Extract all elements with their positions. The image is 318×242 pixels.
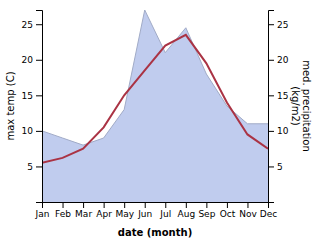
y2-tick-mark — [268, 95, 274, 96]
x-tick-mark — [227, 202, 228, 208]
marks — [42, 10, 268, 202]
x-tick: Jan — [35, 202, 50, 219]
x-tick: Mar — [75, 202, 92, 219]
y-tick: 5 — [27, 162, 42, 172]
y-tick: 10 — [22, 126, 42, 136]
y-tick: 20 — [22, 55, 42, 65]
x-tick-mark — [83, 202, 84, 208]
y2-tick-label: 5 — [277, 162, 283, 172]
y-axis-line — [36, 11, 43, 203]
x-tick-label: Jun — [137, 209, 152, 219]
x-tick: Jun — [137, 202, 152, 219]
x-tick: Sep — [198, 202, 215, 219]
x-tick-label: Jan — [35, 209, 50, 219]
y-tick: 25 — [22, 20, 42, 30]
x-tick: Dec — [260, 202, 277, 219]
y2-tick-label: 25 — [277, 20, 288, 30]
x-tick-label: Nov — [239, 209, 257, 219]
line — [42, 35, 268, 163]
x-tick: Jul — [159, 202, 171, 219]
y2-tick: 15 — [268, 91, 288, 101]
x-tick-mark — [186, 202, 187, 208]
label-line: med. precipitation — [301, 60, 312, 152]
y2-tick: 25 — [268, 20, 288, 30]
x-tick-label: Aug — [178, 209, 196, 219]
y2-tick-mark — [268, 131, 274, 132]
x-tick-label: Apr — [96, 209, 112, 219]
x-tick: Nov — [239, 202, 257, 219]
y-tick-label: 15 — [22, 91, 33, 101]
y2-tick-label: 10 — [277, 126, 289, 136]
x-axis-title: date (month) — [118, 227, 192, 238]
y2-tick: 10 — [268, 126, 289, 136]
y2-tick-mark — [268, 60, 274, 61]
y2-axis: 5 10 15 20 25 — [268, 11, 289, 203]
label-line: (kg/m2) — [290, 86, 301, 126]
y-tick-mark — [36, 166, 42, 167]
x-tick-mark — [206, 202, 207, 208]
x-tick-mark — [124, 202, 125, 208]
y-axis: 5 10 15 20 25 — [22, 11, 43, 203]
label-line: max temp (C) — [5, 71, 16, 140]
x-axis-line — [43, 203, 269, 209]
y2-axis-title: med. precipitation(kg/m2) — [290, 60, 312, 152]
x-tick-label: Oct — [220, 209, 236, 219]
x-tick-label: Feb — [55, 209, 71, 219]
x-tick-mark — [63, 202, 64, 208]
y-tick-label: 10 — [22, 126, 34, 136]
x-tick-mark — [104, 202, 105, 208]
y-tick-label: 5 — [27, 162, 33, 172]
y2-tick-mark — [268, 166, 274, 167]
y2-tick: 5 — [268, 162, 283, 172]
x-tick-label: Dec — [260, 209, 277, 219]
x-tick: Feb — [55, 202, 71, 219]
y2-tick-label: 20 — [277, 55, 289, 65]
y-tick: 15 — [22, 91, 42, 101]
y-tick-mark — [36, 60, 42, 61]
x-tick: Aug — [178, 202, 196, 219]
y2-axis-line — [269, 11, 275, 203]
y-tick-mark — [36, 95, 42, 96]
chart: Jan Feb Mar AprMayJun Jul AugSep OctNovDec 5 10 1… — [0, 0, 318, 242]
area-edge — [42, 10, 268, 145]
x-tick: Oct — [220, 202, 236, 219]
y2-tick: 20 — [268, 55, 289, 65]
x-axis: Jan Feb Mar AprMayJun Jul AugSep OctNovDec — [35, 202, 278, 219]
x-tick-label: May — [115, 209, 134, 219]
area — [42, 10, 268, 202]
y-tick-mark — [36, 131, 42, 132]
plot: Jan Feb Mar AprMayJun Jul AugSep OctNovDec 5 10 1… — [22, 10, 289, 219]
y-tick-label: 25 — [22, 20, 33, 30]
y-tick-label: 20 — [22, 55, 34, 65]
y-tick-mark — [36, 24, 42, 25]
x-tick-label: Sep — [198, 209, 215, 219]
y2-tick-mark — [268, 24, 274, 25]
x-tick: May — [115, 202, 134, 219]
x-tick-label: Jul — [159, 209, 171, 219]
x-tick-mark — [247, 202, 248, 208]
x-tick-mark — [165, 202, 166, 208]
x-tick-label: Mar — [75, 209, 92, 219]
y-axis-title: max temp (C) — [5, 71, 16, 140]
x-tick: Apr — [96, 202, 112, 219]
y2-tick-label: 15 — [277, 91, 288, 101]
x-tick-mark — [145, 202, 146, 208]
